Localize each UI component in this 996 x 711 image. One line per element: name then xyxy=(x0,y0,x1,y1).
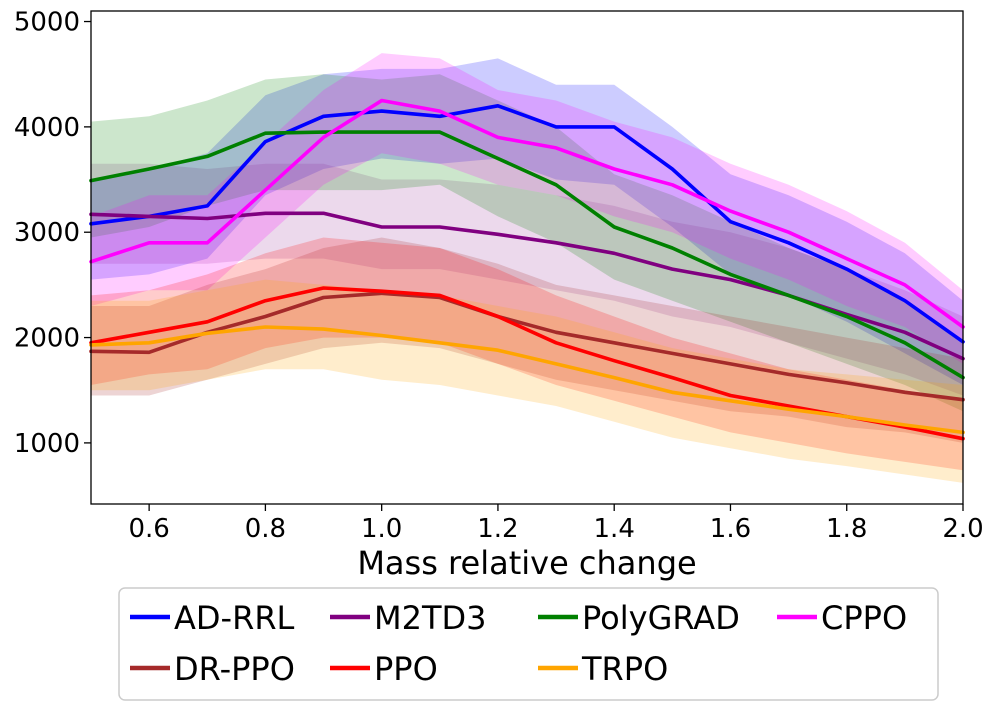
legend-label: M2TD3 xyxy=(374,599,487,637)
band-polygrad xyxy=(91,74,963,412)
legend-item-trpo: TRPO xyxy=(538,650,668,688)
line-dr-ppo xyxy=(89,291,965,402)
line-polygrad xyxy=(89,130,965,380)
legend-item-polygrad: PolyGRAD xyxy=(538,599,740,637)
line-ad-rrl xyxy=(89,104,965,344)
line-cppo xyxy=(89,98,965,329)
legend-label: PolyGRAD xyxy=(582,599,740,637)
legend-item-ppo: PPO xyxy=(330,650,438,688)
legend-label: DR-PPO xyxy=(174,650,295,688)
legend-label: AD-RRL xyxy=(174,599,295,637)
x-tick-label: 0.8 xyxy=(245,514,286,544)
legend-item-ad-rrl: AD-RRL xyxy=(130,599,295,637)
legend-label: CPPO xyxy=(821,599,907,637)
legend-label: PPO xyxy=(374,650,438,688)
y-tick-label: 3000 xyxy=(14,218,80,248)
x-axis: 0.6 0.8 1.0 1.2 1.4 1.6 1.8 2.0 xyxy=(128,504,984,544)
band-dr-ppo xyxy=(91,237,963,443)
line-trpo xyxy=(89,325,965,435)
x-tick-label: 1.2 xyxy=(477,514,518,544)
x-tick-label: 1.8 xyxy=(826,514,867,544)
x-tick-label: 1.6 xyxy=(710,514,751,544)
series-lines xyxy=(89,98,965,441)
legend: AD-RRL M2TD3 PolyGRAD CPPO DR-PPO PPO TRPO xyxy=(118,587,939,701)
band-trpo xyxy=(91,279,963,483)
x-tick-label: 1.4 xyxy=(594,514,635,544)
y-tick-label: 5000 xyxy=(14,8,80,38)
legend-item-m2td3: M2TD3 xyxy=(330,599,487,637)
y-axis: 1000 2000 3000 4000 5000 xyxy=(14,8,91,459)
band-m2td3 xyxy=(91,163,963,396)
legend-item-dr-ppo: DR-PPO xyxy=(130,650,295,688)
x-axis-title: Mass relative change xyxy=(357,544,696,582)
legend-item-cppo: CPPO xyxy=(777,599,907,637)
y-tick-label: 1000 xyxy=(14,429,80,459)
x-tick-label: 1.0 xyxy=(361,514,402,544)
legend-frame xyxy=(118,587,939,701)
band-ad-rrl xyxy=(91,58,963,386)
legend-label: TRPO xyxy=(581,650,668,688)
y-tick-label: 2000 xyxy=(14,324,80,354)
x-tick-label: 2.0 xyxy=(942,514,983,544)
plot-frame xyxy=(90,10,964,505)
y-tick-label: 4000 xyxy=(14,113,80,143)
x-tick-label: 0.6 xyxy=(128,514,169,544)
band-ppo xyxy=(91,237,963,471)
